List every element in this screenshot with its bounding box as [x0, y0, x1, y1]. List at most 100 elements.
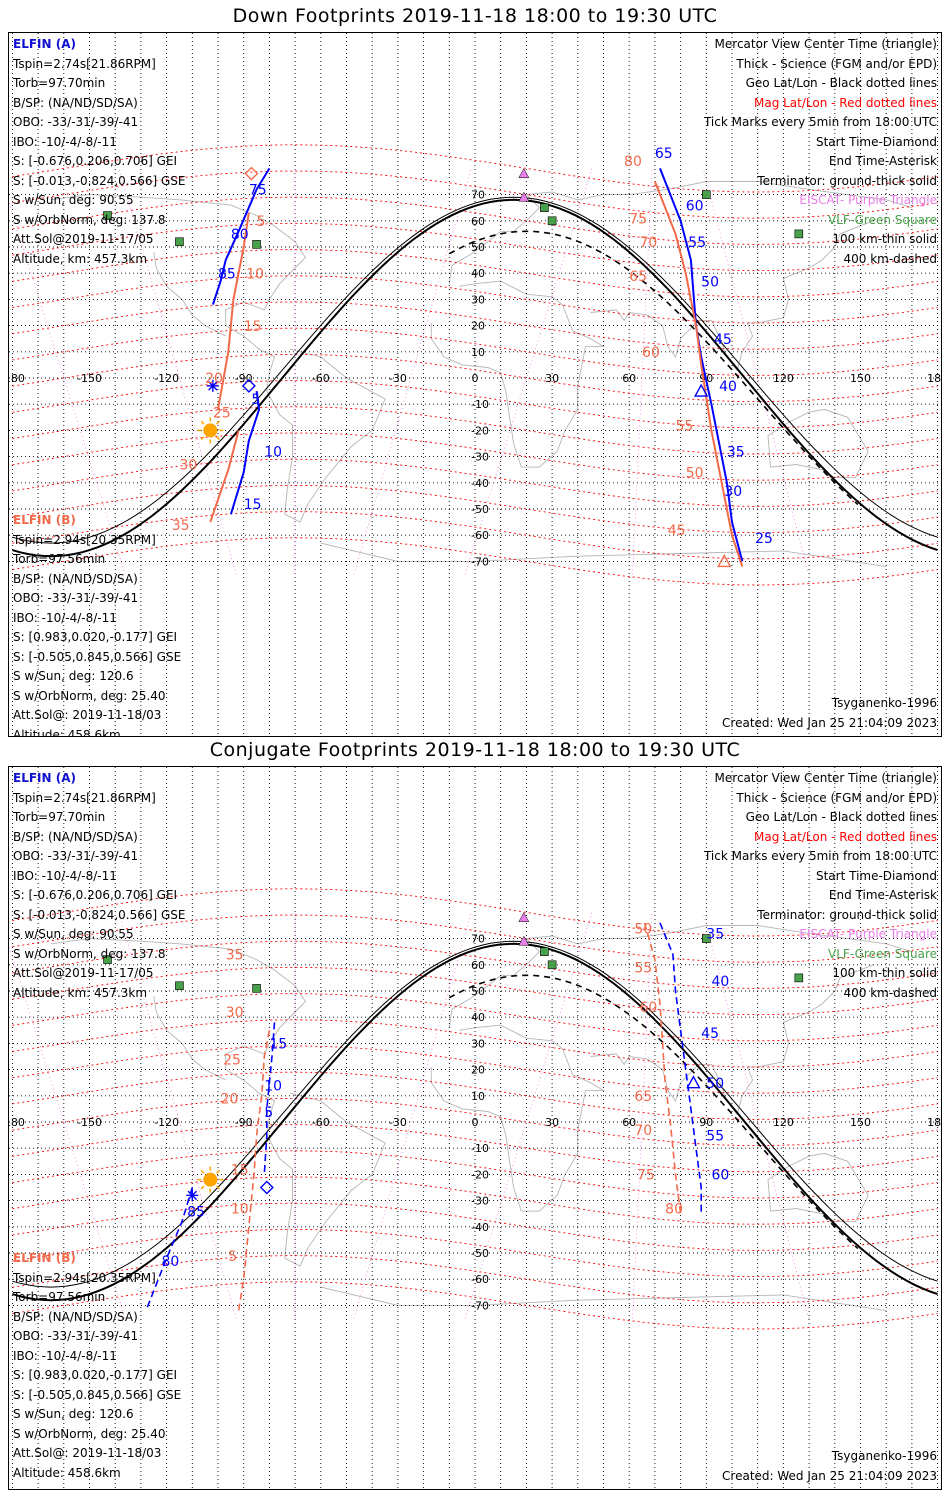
panel-title-conjugate: Conjugate Footprints 2019-11-18 18:00 to… — [209, 739, 741, 761]
probe-b-line: Torb=97.56min — [13, 1290, 106, 1304]
probe-b-time-label: 55 — [634, 961, 652, 977]
probe-b-line: Tspin=2.94s[20.35RPM] — [13, 1270, 156, 1285]
lon-tick-label: -180 — [9, 1116, 25, 1129]
legend-item: Geo Lat/Lon - Black dotted lines — [745, 810, 937, 824]
lat-tick-label: 60 — [471, 215, 485, 228]
legend-item: Mag Lat/Lon - Red dotted lines — [753, 829, 937, 844]
lon-tick-label: 150 — [850, 372, 871, 385]
vlf-station-square — [175, 237, 184, 247]
probe-b-time-label: 80 — [624, 154, 642, 170]
probe-a-time-label: 55 — [706, 1128, 724, 1144]
mag-lat-gridline — [12, 1097, 938, 1147]
legend-item: EISCAT- Purple Triangle — [799, 193, 937, 207]
probe-b-time-label: 35 — [226, 948, 244, 964]
probe-a-footprint-track — [145, 1187, 194, 1311]
legend-item: Mercator View Center Time (triangle) — [714, 771, 937, 785]
mag-lat-gridline — [12, 1202, 938, 1251]
probe-a-time-label: 80 — [231, 227, 249, 243]
lat-tick-label: 50 — [471, 241, 485, 254]
probe-a-line: S w/OrbNorm, deg: 137.8 — [13, 946, 166, 961]
probe-b-time-label: 65 — [634, 1089, 652, 1105]
legend-item: Tick Marks every 5min from 18:00 UTC — [703, 849, 937, 863]
footer-down: Tsyganenko-1996 Created: Wed Jan 25 21:0… — [722, 694, 937, 733]
mag-lat-gridline — [12, 511, 938, 560]
probe-b-line: S w/OrbNorm, deg: 25.40 — [13, 688, 166, 703]
lat-tick-label: 70 — [471, 189, 485, 202]
lon-tick-label: 120 — [773, 1116, 794, 1129]
probe-a-time-label: 10 — [264, 1079, 282, 1095]
mag-lat-gridline — [12, 327, 938, 376]
probe-b-time-label: 65 — [629, 269, 647, 285]
terminator-100km — [12, 940, 938, 1288]
probe-b-footprint-track — [209, 430, 240, 523]
lon-tick-label: -90 — [235, 1116, 253, 1129]
probe-a-footprint-track — [659, 922, 702, 1214]
lat-tick-label: -10 — [471, 398, 489, 411]
lat-tick-label: 30 — [471, 293, 485, 306]
probe-a-footprint-track — [211, 167, 271, 305]
coastline — [767, 408, 869, 479]
probe-a-line: S: [-0.676,0.206,0.706] GEI — [13, 154, 178, 168]
footer-conjugate: Tsyganenko-1996 Created: Wed Jan 25 21:0… — [722, 1447, 937, 1486]
lon-tick-label: 60 — [622, 372, 636, 385]
lat-tick-label: 30 — [471, 1037, 485, 1050]
model-label: Tsyganenko-1996 — [831, 696, 937, 710]
lon-tick-label: 150 — [850, 1116, 871, 1129]
probe-a-line: S w/Sun, deg: 90.55 — [13, 193, 134, 207]
lat-tick-label: 10 — [471, 346, 485, 359]
sun-ray — [216, 1185, 221, 1190]
probe-a-line: S w/OrbNorm, deg: 137.8 — [13, 212, 166, 227]
probe-b-footprint-track — [237, 1030, 271, 1311]
lon-tick-label: -30 — [389, 372, 407, 385]
probe-b-line: S: [0.983,0.020,-0.177] GEI — [13, 630, 178, 644]
center-time-triangle — [686, 1075, 701, 1089]
probe-b-line: B/SP: (NA/ND/SD/SA) — [13, 1309, 138, 1324]
end-time-asterisk — [208, 381, 218, 391]
mag-lat-gridline — [12, 1176, 938, 1225]
map-canvas-down: -180-150-120-90-60-300306090120150180706… — [9, 33, 941, 736]
mag-lat-gridline — [12, 380, 938, 429]
sun-ray — [200, 1169, 205, 1174]
mag-lon-gridline — [353, 912, 472, 1319]
lat-tick-label: -70 — [471, 1299, 489, 1312]
mag-lat-gridline — [12, 196, 938, 245]
probe-a-line: Torb=97.70min — [13, 810, 106, 824]
probe-a-line: Torb=97.70min — [13, 76, 106, 90]
mag-lon-gridline — [464, 912, 593, 1319]
mag-lat-gridline — [12, 301, 938, 350]
probe-a-line: Att.Sol@2019-11-17/05 — [13, 232, 154, 246]
probe-b-footprint-track — [643, 922, 682, 1214]
mag-lon-gridline — [9, 201, 126, 575]
probe-b-line: S w/OrbNorm, deg: 25.40 — [13, 1426, 166, 1441]
probe-b-time-label: 25 — [223, 1052, 241, 1068]
probe-b-line: B/SP: (NA/ND/SD/SA) — [13, 571, 138, 586]
lon-tick-label: -120 — [154, 1116, 179, 1129]
probe-b-time-label: 10 — [246, 266, 264, 282]
mag-lon-gridline — [464, 168, 593, 575]
mag-lat-gridline — [12, 1255, 938, 1304]
lat-tick-label: 10 — [471, 1090, 485, 1103]
probe-a-name: ELFIN (A) — [13, 771, 76, 785]
legend-item: End Time-Asterisk — [828, 888, 937, 902]
legend-item: Terminator: ground-thick solid — [757, 173, 937, 188]
probe-b-time-label: 20 — [221, 1092, 239, 1108]
probe-a-line: Tspin=2.74s[21.86RPM] — [13, 790, 156, 805]
vlf-station-square — [794, 229, 804, 239]
probe-a-footprint-track — [659, 168, 744, 562]
lon-tick-label: -60 — [312, 372, 330, 385]
mag-lat-gridline — [12, 144, 938, 193]
probe-b-line: S: [-0.505,0.845,0.566] GSE — [13, 649, 182, 664]
sun-icon — [203, 423, 218, 438]
mag-lat-gridline — [12, 966, 938, 1016]
mag-lat-gridline — [12, 484, 938, 534]
probe-a-time-label: 35 — [727, 445, 745, 461]
lat-tick-label: -20 — [471, 1168, 489, 1181]
vlf-station-square — [540, 947, 549, 956]
sun-ray — [216, 420, 221, 425]
coastline — [153, 996, 226, 1081]
probe-a-time-label: 60 — [711, 1168, 729, 1184]
probe-b-footprint-track — [217, 212, 250, 410]
eiscat-station-triangle — [518, 912, 530, 922]
probe-a-info-down: ELFIN (A) Tspin=2.74s[21.86RPM] Torb=97.… — [13, 35, 186, 269]
probe-b-line: S w/Sun, deg: 120.6 — [13, 669, 134, 683]
